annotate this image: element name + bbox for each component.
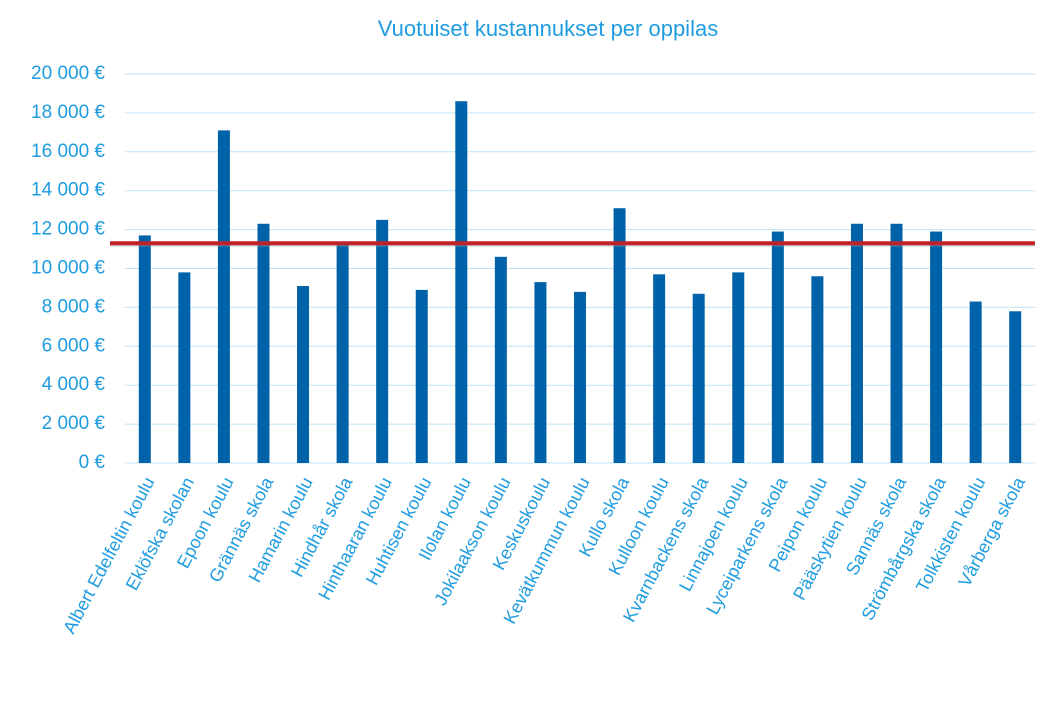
y-tick-label: 0 €: [79, 452, 106, 473]
bar: [850, 223, 863, 463]
bar: [415, 289, 428, 463]
bar: [1009, 311, 1022, 463]
y-tick-label: 4 000 €: [42, 374, 106, 395]
y-tick-label: 16 000 €: [31, 141, 105, 162]
y-tick-label: 8 000 €: [42, 296, 106, 317]
bar: [969, 301, 982, 463]
y-tick-label: 18 000 €: [31, 102, 105, 123]
bar: [138, 235, 151, 463]
bar: [732, 272, 745, 463]
bar: [376, 219, 389, 463]
bar: [574, 291, 586, 463]
bar: [811, 276, 824, 463]
y-tick-label: 12 000 €: [31, 219, 105, 240]
bar: [336, 243, 349, 463]
bar: [534, 282, 547, 463]
y-tick-label: 14 000 €: [31, 180, 105, 201]
bar: [692, 293, 705, 463]
bar: [494, 256, 507, 463]
bar: [297, 286, 310, 463]
y-tick-label: 20 000 €: [31, 63, 105, 84]
chart-title: Vuotuiset kustannukset per oppilas: [378, 16, 718, 41]
bar: [771, 231, 784, 463]
bar: [217, 130, 230, 463]
bar: [930, 231, 943, 463]
bar: [653, 274, 666, 463]
bar: [257, 223, 270, 463]
bar: [890, 223, 903, 463]
y-tick-label: 10 000 €: [31, 258, 105, 279]
bar: [455, 101, 468, 463]
y-tick-label: 6 000 €: [42, 335, 106, 356]
bar: [178, 272, 191, 463]
bar: [613, 208, 626, 463]
y-tick-label: 2 000 €: [42, 413, 106, 434]
